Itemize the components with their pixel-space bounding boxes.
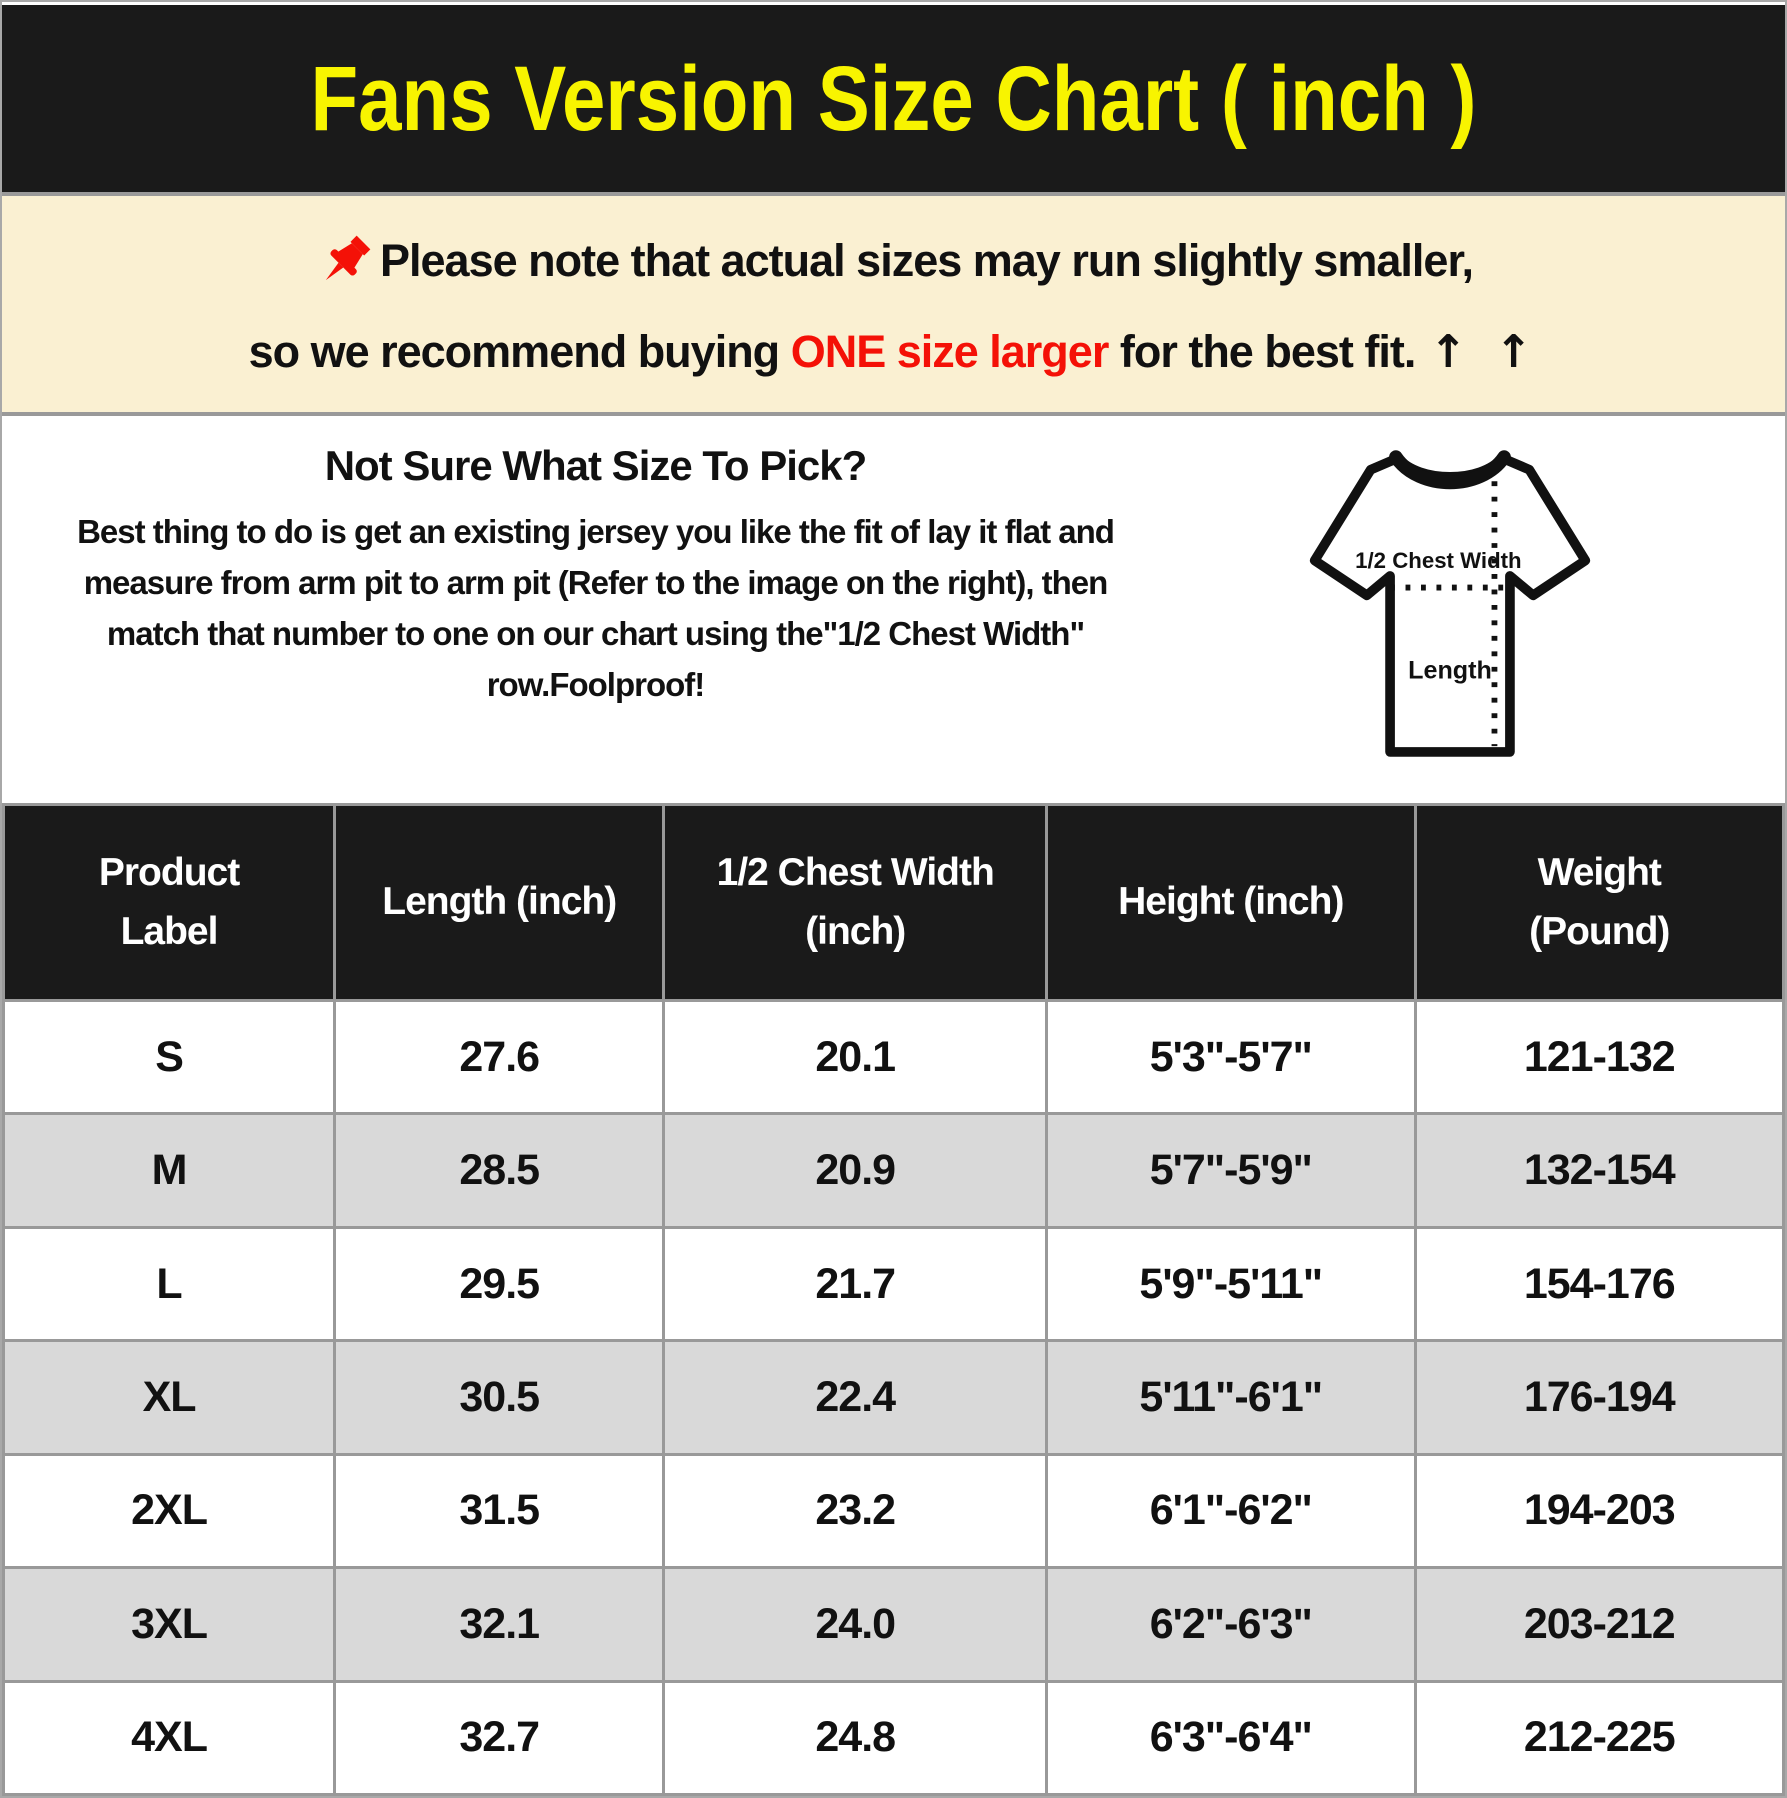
value-cell: 32.7 bbox=[333, 1679, 666, 1796]
value-cell: 5'7"-5'9" bbox=[1045, 1112, 1417, 1229]
column-header: Product Label bbox=[2, 803, 337, 1002]
table-row: 2XL 31.5 23.2 6'1"-6'2" 194-203 bbox=[2, 1452, 1785, 1570]
value-cell: 20.9 bbox=[662, 1112, 1049, 1229]
size-label-cell: M bbox=[2, 1112, 337, 1229]
value-cell: 32.1 bbox=[333, 1566, 666, 1683]
chest-width-label: 1/2 Chest Width bbox=[1355, 548, 1521, 573]
pushpin-icon bbox=[325, 235, 371, 280]
table-row: L 29.5 21.7 5'9"-5'11" 154-176 bbox=[2, 1225, 1785, 1343]
value-cell: 27.6 bbox=[333, 998, 666, 1116]
size-label-cell: S bbox=[2, 998, 337, 1116]
value-cell: 212-225 bbox=[1413, 1679, 1785, 1796]
notice-line-1: Please note that actual sizes may run sl… bbox=[314, 230, 1474, 292]
value-cell: 22.4 bbox=[662, 1339, 1049, 1456]
value-cell: 30.5 bbox=[333, 1339, 666, 1456]
notice-highlight: ONE size larger bbox=[790, 325, 1110, 377]
notice-line-2: so we recommend buying ONE size larger f… bbox=[249, 325, 1539, 378]
table-row: XL 30.5 22.4 5'11"-6'1" 176-194 bbox=[2, 1339, 1785, 1456]
value-cell: 20.1 bbox=[662, 998, 1049, 1116]
length-label: Length bbox=[1408, 656, 1492, 684]
size-label-cell: 2XL bbox=[2, 1452, 337, 1570]
value-cell: 6'2"-6'3" bbox=[1045, 1566, 1417, 1683]
size-label-cell: 4XL bbox=[2, 1679, 337, 1796]
tshirt-collar bbox=[1389, 450, 1511, 490]
value-cell: 194-203 bbox=[1413, 1452, 1785, 1570]
notice-banner: Please note that actual sizes may run sl… bbox=[2, 192, 1785, 416]
tshirt-diagram: 1/2 Chest Width Length bbox=[1185, 416, 1785, 803]
up-arrows-icon: ↑ ↑ bbox=[1429, 325, 1539, 379]
value-cell: 6'1"-6'2" bbox=[1045, 1452, 1417, 1570]
value-cell: 176-194 bbox=[1413, 1339, 1785, 1456]
value-cell: 31.5 bbox=[333, 1452, 666, 1570]
value-cell: 24.8 bbox=[662, 1679, 1049, 1796]
notice-line1-text: Please note that actual sizes may run sl… bbox=[380, 234, 1474, 286]
column-header: Height (inch) bbox=[1045, 803, 1417, 1002]
value-cell: 24.0 bbox=[662, 1566, 1049, 1683]
size-label-cell: L bbox=[2, 1225, 337, 1343]
value-cell: 203-212 bbox=[1413, 1566, 1785, 1683]
guide-body: Best thing to do is get an existing jers… bbox=[77, 513, 1115, 704]
notice-line2-prefix: so we recommend buying bbox=[248, 325, 791, 377]
notice-line2-suffix: for the best fit. bbox=[1108, 325, 1417, 377]
table-row: M 28.5 20.9 5'7"-5'9" 132-154 bbox=[2, 1112, 1785, 1229]
value-cell: 5'3"-5'7" bbox=[1045, 998, 1417, 1116]
size-label-cell: XL bbox=[2, 1339, 337, 1456]
pushpin-shape bbox=[325, 235, 371, 280]
page-title: Fans Version Size Chart ( inch ) bbox=[310, 45, 1477, 150]
value-cell: 5'9"-5'11" bbox=[1045, 1225, 1417, 1343]
value-cell: 154-176 bbox=[1413, 1225, 1785, 1343]
value-cell: 6'3"-6'4" bbox=[1045, 1679, 1417, 1796]
table-row: 3XL 32.1 24.0 6'2"-6'3" 203-212 bbox=[2, 1566, 1785, 1683]
sizing-guide-section: Not Sure What Size To Pick? Best thing t… bbox=[2, 416, 1785, 803]
guide-text-block: Not Sure What Size To Pick? Best thing t… bbox=[2, 416, 1185, 803]
value-cell: 5'11"-6'1" bbox=[1045, 1339, 1417, 1456]
column-header: Weight (Pound) bbox=[1413, 803, 1785, 1002]
guide-heading: Not Sure What Size To Pick? bbox=[324, 442, 868, 489]
size-table: Product Label Length (inch) 1/2 Chest Widt… bbox=[2, 803, 1785, 1796]
column-header: Length (inch) bbox=[333, 803, 666, 1002]
value-cell: 121-132 bbox=[1413, 998, 1785, 1116]
title-bar: Fans Version Size Chart ( inch ) bbox=[2, 2, 1785, 192]
tshirt-outline bbox=[1309, 453, 1591, 757]
value-cell: 28.5 bbox=[333, 1112, 666, 1229]
tshirt-measurement-icon: 1/2 Chest Width Length bbox=[1309, 450, 1591, 757]
size-table-header-row: Product Label Length (inch) 1/2 Chest Widt… bbox=[2, 803, 1785, 1002]
table-row: S 27.6 20.1 5'3"-5'7" 121-132 bbox=[2, 998, 1785, 1116]
value-cell: 23.2 bbox=[662, 1452, 1049, 1570]
table-row: 4XL 32.7 24.8 6'3"-6'4" 212-225 bbox=[2, 1679, 1785, 1796]
value-cell: 21.7 bbox=[662, 1225, 1049, 1343]
value-cell: 29.5 bbox=[333, 1225, 666, 1343]
value-cell: 132-154 bbox=[1413, 1112, 1785, 1229]
column-header: 1/2 Chest Width (inch) bbox=[662, 803, 1049, 1002]
size-label-cell: 3XL bbox=[2, 1566, 337, 1683]
